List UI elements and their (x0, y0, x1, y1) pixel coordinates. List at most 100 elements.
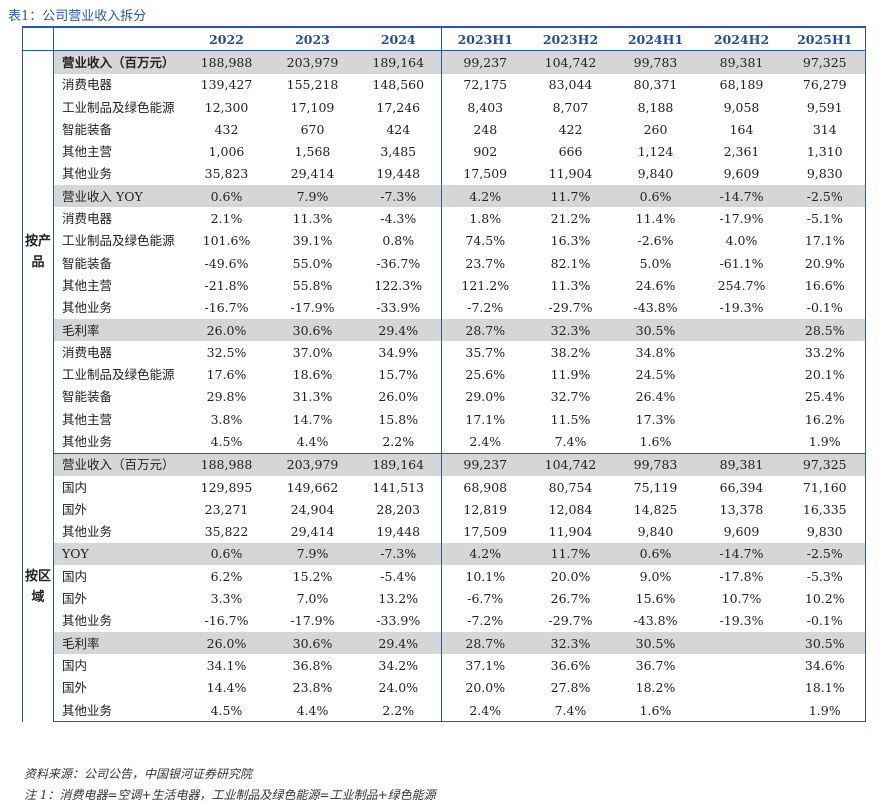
table-row: 智能装备 432 670 424 248 422 260 164 314 (23, 118, 866, 141)
row-label: 其他主营 (53, 274, 184, 297)
table-cell: -6.7% (467, 591, 504, 607)
table-cell: 29.4% (355, 632, 442, 655)
table-cell: 17.3% (635, 411, 676, 427)
table-cell: 21.2% (550, 211, 591, 227)
table-cell: 37.0% (292, 344, 333, 360)
table-cell: 32.5% (206, 344, 247, 360)
table-cell (698, 430, 785, 454)
table-row: 营业收入 YOY 0.6% 7.9% -7.3% 4.2% 11.7% 0.6% -14.7%… (23, 185, 866, 208)
table-cell: 148,560 (355, 73, 442, 96)
table-cell: 155,218 (286, 77, 339, 93)
table-cell: -43.8% (633, 613, 678, 629)
table-cell: 11,904 (548, 524, 593, 540)
table-cell: 11,904 (548, 166, 593, 182)
table-cell: 34.9% (355, 341, 442, 364)
table-cell: 141,513 (355, 475, 442, 499)
table-cell: 424 (355, 118, 442, 141)
table-cell: 1.8% (469, 211, 502, 227)
table-cell: 72,175 (463, 77, 508, 93)
table-row: 国内 34.1% 36.8% 34.2% 37.1% 36.6% 36.7% 34.6% (23, 654, 866, 677)
table-row: 其他主营 3.8% 14.7% 15.8% 17.1% 11.5% 17.3% 16.2% (23, 408, 866, 431)
table-row: 其他主营 1,006 1,568 3,485 902 666 1,124 2,361 1,310 (23, 140, 866, 163)
table-cell: 666 (558, 144, 583, 160)
table-cell (699, 341, 785, 363)
table-cell: 3.3% (210, 591, 243, 607)
table-cell (699, 363, 785, 385)
column-header: 2024H2 (698, 26, 785, 52)
table-cell: 122.3% (355, 274, 442, 297)
table-cell: 10.7% (721, 591, 762, 607)
table-cell: 18.2% (635, 680, 676, 696)
table-cell: 35.7% (465, 344, 506, 360)
table-cell: 55.0% (292, 255, 333, 271)
table-cell: 4.5% (183, 430, 270, 454)
table-cell: 314 (784, 118, 866, 141)
row-label: 工业制品及绿色能源 (53, 95, 184, 119)
row-label: 其他业务 (53, 430, 184, 454)
table-cell: 97,325 (784, 50, 866, 74)
row-label: 国外 (53, 498, 184, 521)
row-label: 智能装备 (53, 251, 184, 275)
row-label: 其他业务 (53, 520, 184, 543)
row-label: 其他主营 (53, 408, 184, 431)
table-cell: -17.9% (719, 211, 764, 227)
table-cell: -5.4% (355, 565, 442, 588)
table-cell: 36.6% (550, 657, 591, 673)
table-row: 其他业务 -16.7% -17.9% -33.9% -7.2% -29.7% -43.8% -… (23, 296, 866, 319)
table-row: 智能装备 29.8% 31.3% 26.0% 29.0% 32.7% 26.4% 25.4% (23, 385, 866, 409)
table-cell: 32.7% (550, 389, 591, 405)
table-cell: 68,189 (719, 77, 764, 93)
row-label: 工业制品及绿色能源 (53, 363, 184, 386)
header-row: 2022 2023 2024 2023H1 2023H2 2024H1 2024… (22, 26, 866, 52)
row-label: 其他主营 (53, 140, 184, 163)
table-cell: 20.9% (784, 251, 866, 275)
table-cell: 68,908 (463, 479, 508, 495)
table-cell (699, 408, 785, 430)
table-cell: -36.7% (355, 251, 442, 275)
table-cell: 149,662 (286, 479, 339, 495)
table-row: 其他业务 -16.7% -17.9% -33.9% -7.2% -29.7% -43.8% -… (23, 609, 866, 633)
table-cell: 9,840 (637, 166, 674, 182)
row-label: 营业收入 YOY (53, 185, 184, 208)
table-cell: 33.2% (784, 341, 866, 364)
table-cell: 129,895 (200, 479, 253, 495)
table-row: 按产品 营业收入（百万元） 188,988 203,979 189,164 99,237 1… (22, 50, 866, 454)
table-cell: 0.6% (612, 542, 699, 566)
table-cell: 0.6% (183, 542, 270, 566)
table-row: 毛利率 26.0% 30.6% 29.4% 28.7% 32.3% 30.5% 28.5% (23, 318, 866, 342)
row-label: 营业收入（百万元） (53, 453, 184, 476)
table-cell: 104,742 (528, 50, 613, 74)
table-cell: 80,371 (633, 77, 678, 93)
table-cell: 28,203 (355, 498, 442, 521)
table-cell (698, 632, 785, 655)
column-header: 2023H1 (441, 26, 529, 52)
table-cell: 4.4% (269, 430, 356, 454)
table-cell: 2.2% (355, 698, 442, 723)
table-cell: 80,754 (548, 479, 593, 495)
table-cell: 8,707 (552, 99, 589, 115)
table-cell: 24,904 (290, 501, 335, 517)
row-group-label: 按产品 (22, 50, 54, 454)
table-cell: 17,509 (463, 166, 508, 182)
row-label: 毛利率 (53, 632, 184, 655)
table-cell: 39.1% (292, 233, 333, 249)
table-cell: 0.6% (183, 185, 270, 208)
table-cell: 1.6% (612, 430, 699, 454)
table-cell: 12,300 (204, 99, 249, 115)
table-row: 其他业务 35,823 29,414 19,448 17,509 11,904 9,840 9… (23, 162, 866, 186)
table-cell: 10.1% (465, 568, 506, 584)
table-cell: 17.1% (465, 411, 506, 427)
row-label: 消费电器 (53, 207, 184, 230)
table-cell: 19,448 (355, 520, 442, 543)
table-cell: -2.6% (637, 233, 674, 249)
table-cell (699, 677, 785, 699)
table-cell (698, 698, 785, 723)
table-cell: 97,325 (784, 453, 866, 476)
table-cell: 28.7% (441, 318, 529, 342)
table-cell: 1.6% (612, 698, 699, 723)
table-cell: -17.9% (290, 300, 335, 316)
table-cell: 9,609 (723, 166, 760, 182)
table-cell: 1,568 (294, 144, 331, 160)
table-cell: 17.1% (784, 229, 866, 252)
table-cell: 11.7% (528, 542, 613, 566)
